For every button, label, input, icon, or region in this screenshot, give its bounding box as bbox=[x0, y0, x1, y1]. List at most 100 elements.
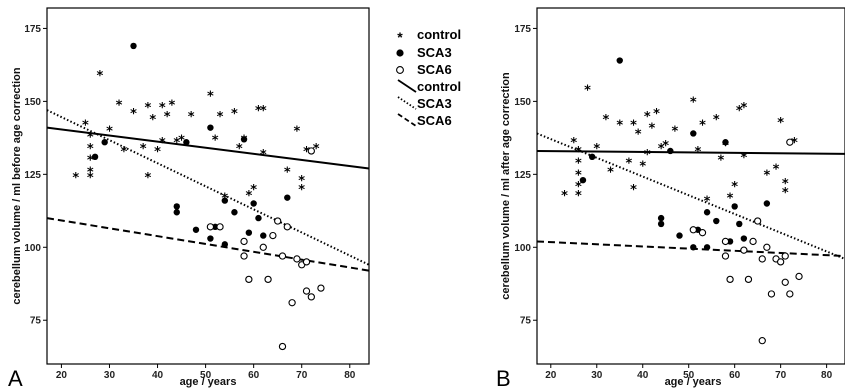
point-control: * bbox=[722, 139, 729, 154]
legend-item-control-marker: * control bbox=[397, 27, 461, 45]
legend: * control SCA3 SCA6 control SCA3 SCA6 bbox=[396, 27, 461, 128]
star-marker-icon: * bbox=[397, 29, 403, 45]
point-control: * bbox=[740, 151, 747, 166]
point-control: * bbox=[570, 136, 577, 151]
point-control: * bbox=[294, 125, 301, 140]
point-sca3 bbox=[657, 214, 665, 222]
point-sca6 bbox=[744, 275, 753, 284]
point-sca6 bbox=[264, 275, 272, 284]
y-axis-label-a: cerebellum volume / ml before age correc… bbox=[11, 67, 23, 304]
point-sca3 bbox=[173, 209, 180, 216]
y-tick-label: 75 bbox=[520, 316, 532, 327]
point-control: * bbox=[145, 101, 152, 116]
point-control: * bbox=[575, 168, 582, 183]
legend-label-sca6: SCA6 bbox=[417, 62, 452, 77]
legend-label-sca3: SCA3 bbox=[417, 45, 452, 60]
point-sca6 bbox=[698, 229, 707, 237]
point-control: * bbox=[255, 104, 262, 119]
legend-item-sca3-line: SCA3 bbox=[397, 96, 452, 111]
y-tick-label: 100 bbox=[514, 243, 531, 254]
fit-line-control bbox=[46, 126, 370, 170]
data-points-a: *************************** ************ *… bbox=[72, 42, 325, 351]
point-control: * bbox=[106, 125, 113, 140]
point-control: * bbox=[145, 171, 152, 186]
point-sca6 bbox=[216, 223, 224, 231]
point-control: * bbox=[236, 142, 243, 157]
point-control: * bbox=[704, 195, 711, 210]
point-sca3 bbox=[192, 226, 200, 233]
point-control: * bbox=[561, 189, 568, 204]
point-sca6 bbox=[278, 342, 287, 351]
point-sca6 bbox=[293, 255, 301, 263]
panel-letter-b: B bbox=[496, 366, 511, 390]
x-tick-label: 80 bbox=[344, 370, 356, 381]
point-control: * bbox=[575, 180, 582, 195]
x-axis-label-a: age / years bbox=[180, 376, 237, 388]
point-sca3 bbox=[240, 136, 248, 143]
y-tick-label: 150 bbox=[24, 97, 41, 108]
point-sca6 bbox=[776, 258, 785, 266]
point-sca3 bbox=[676, 232, 683, 239]
x-tick-label: 20 bbox=[545, 370, 557, 381]
x-tick-label: 50 bbox=[200, 370, 212, 381]
point-control: * bbox=[630, 119, 637, 134]
point-control: * bbox=[154, 145, 161, 160]
point-sca3 bbox=[207, 124, 214, 131]
point-control: * bbox=[87, 130, 94, 145]
point-sca6 bbox=[259, 243, 267, 251]
point-sca6 bbox=[240, 237, 248, 246]
point-control: * bbox=[245, 189, 252, 204]
point-sca3 bbox=[616, 57, 623, 64]
plot-frame-b bbox=[536, 7, 845, 365]
point-sca6 bbox=[781, 278, 789, 286]
point-sca6 bbox=[689, 226, 697, 234]
point-control: * bbox=[87, 171, 94, 186]
point-sca3 bbox=[284, 194, 291, 201]
x-tick-label: 40 bbox=[637, 370, 649, 381]
point-control: * bbox=[782, 177, 789, 192]
point-sca6 bbox=[240, 252, 248, 260]
point-control: * bbox=[644, 110, 651, 125]
fit-lines-a bbox=[46, 109, 370, 272]
point-sca6 bbox=[278, 252, 287, 260]
point-sca6 bbox=[758, 337, 766, 345]
point-control: * bbox=[217, 110, 224, 125]
point-control: * bbox=[575, 189, 582, 204]
point-sca3 bbox=[183, 139, 190, 146]
point-sca3 bbox=[736, 220, 743, 228]
point-control: * bbox=[593, 142, 600, 157]
y-tick-label: 175 bbox=[24, 24, 41, 35]
legend-item-control-line: control bbox=[397, 79, 461, 94]
point-control: * bbox=[164, 110, 171, 125]
point-sca3 bbox=[207, 235, 214, 242]
y-tick-label: 150 bbox=[514, 97, 531, 108]
point-control: * bbox=[639, 160, 646, 175]
x-tick-label: 60 bbox=[729, 370, 741, 381]
point-sca3 bbox=[588, 153, 596, 161]
point-control: * bbox=[188, 110, 195, 125]
point-sca3 bbox=[713, 217, 720, 225]
x-tick-label: 70 bbox=[775, 370, 787, 381]
point-control: * bbox=[649, 122, 656, 137]
point-sca6 bbox=[767, 290, 776, 298]
point-sca3 bbox=[101, 139, 108, 146]
x-tick-label: 60 bbox=[248, 370, 260, 381]
point-control: * bbox=[699, 119, 706, 134]
point-sca3 bbox=[763, 200, 771, 207]
legend-label-control-line: control bbox=[417, 79, 461, 94]
point-sca6 bbox=[726, 275, 734, 284]
point-control: * bbox=[603, 113, 610, 128]
legend-item-sca6-line: SCA6 bbox=[397, 113, 452, 128]
point-sca6 bbox=[269, 231, 277, 240]
point-sca3 bbox=[690, 244, 697, 251]
point-sca3 bbox=[231, 209, 238, 216]
point-sca6 bbox=[302, 287, 311, 295]
y-axis-label-b: cerebellum volume / ml after age correct… bbox=[500, 72, 512, 300]
point-sca3 bbox=[255, 214, 262, 222]
point-control: * bbox=[690, 95, 697, 110]
point-control: * bbox=[87, 165, 94, 180]
point-sca3 bbox=[221, 241, 229, 248]
y-tick-label: 75 bbox=[30, 316, 42, 327]
point-control: * bbox=[653, 107, 660, 122]
